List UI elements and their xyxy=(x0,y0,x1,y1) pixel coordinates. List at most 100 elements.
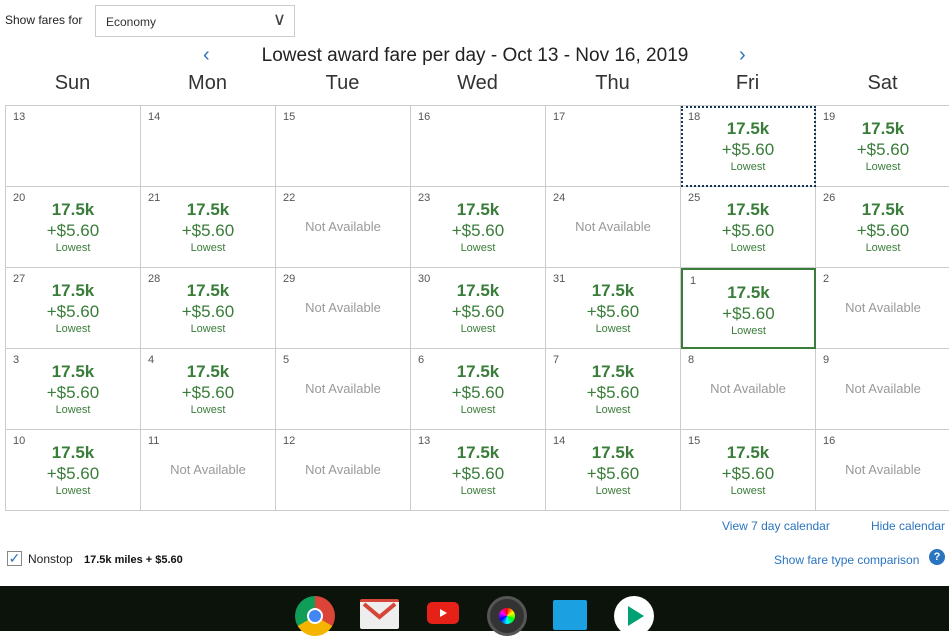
calendar-day-cell: 5 Not Available xyxy=(276,349,411,430)
calendar-day-cell[interactable]: 30 17.5k +$5.60 Lowest xyxy=(411,268,546,349)
day-number: 22 xyxy=(283,192,296,204)
calendar-day-cell: 14 xyxy=(141,106,276,187)
not-available-label: Not Available xyxy=(845,462,921,477)
day-number: 4 xyxy=(148,354,155,366)
day-number: 9 xyxy=(823,354,830,366)
calendar-day-cell[interactable]: 6 17.5k +$5.60 Lowest xyxy=(411,349,546,430)
day-of-week-wed: Wed xyxy=(457,72,498,94)
calendar-day-cell[interactable]: 20 17.5k +$5.60 Lowest xyxy=(6,187,141,268)
not-available-label: Not Available xyxy=(845,300,921,315)
fare-note: Lowest xyxy=(865,161,901,173)
hide-calendar-link[interactable]: Hide calendar xyxy=(871,519,946,533)
day-number: 26 xyxy=(823,192,836,204)
day-number: 24 xyxy=(553,192,566,204)
fare-note: Lowest xyxy=(190,323,226,335)
day-of-week-thu: Thu xyxy=(595,72,630,94)
view-7-day-link[interactable]: View 7 day calendar xyxy=(722,519,830,533)
fare-tax: +$5.60 xyxy=(46,383,100,402)
fare-comparison-link[interactable]: Show fare type comparison xyxy=(774,553,920,567)
camera-icon[interactable] xyxy=(487,596,527,636)
fare-tax: +$5.60 xyxy=(721,464,775,483)
fare-tax: +$5.60 xyxy=(856,140,910,159)
day-number: 27 xyxy=(13,273,26,285)
calendar-day-cell[interactable]: 28 17.5k +$5.60 Lowest xyxy=(141,268,276,349)
fare-miles: 17.5k xyxy=(456,362,500,381)
calendar-day-cell: 11 Not Available xyxy=(141,430,276,511)
calendar-day-cell[interactable]: 18 17.5k +$5.60 Lowest xyxy=(681,106,816,187)
fare-miles: 17.5k xyxy=(186,200,230,219)
day-number: 5 xyxy=(283,354,290,366)
fare-miles: 17.5k xyxy=(51,362,95,381)
play-store-icon[interactable] xyxy=(614,596,654,636)
calendar-day-cell[interactable]: 1 17.5k +$5.60 Lowest xyxy=(681,268,816,349)
day-number: 31 xyxy=(553,273,566,285)
fare-tax: +$5.60 xyxy=(181,302,235,321)
calendar-day-cell[interactable]: 25 17.5k +$5.60 Lowest xyxy=(681,187,816,268)
day-number: 18 xyxy=(688,111,701,123)
calendar-day-cell: 29 Not Available xyxy=(276,268,411,349)
fare-miles: 17.5k xyxy=(591,443,635,462)
fare-miles: 17.5k xyxy=(726,119,770,138)
calendar-day-cell[interactable]: 10 17.5k +$5.60 Lowest xyxy=(6,430,141,511)
calendar-day-cell: 9 Not Available xyxy=(816,349,949,430)
not-available-label: Not Available xyxy=(575,219,651,234)
calendar-day-cell[interactable]: 3 17.5k +$5.60 Lowest xyxy=(6,349,141,430)
calendar-day-cell[interactable]: 26 17.5k +$5.60 Lowest xyxy=(816,187,949,268)
day-number: 28 xyxy=(148,273,161,285)
calendar-day-cell[interactable]: 19 17.5k +$5.60 Lowest xyxy=(816,106,949,187)
cabin-select[interactable]: Economy ∨ xyxy=(95,5,295,37)
nonstop-summary: 17.5k miles + $5.60 xyxy=(84,554,183,566)
fare-miles: 17.5k xyxy=(456,443,500,462)
calendar-day-cell[interactable]: 27 17.5k +$5.60 Lowest xyxy=(6,268,141,349)
fare-miles: 17.5k xyxy=(51,200,95,219)
fare-tax: +$5.60 xyxy=(451,302,505,321)
fare-note: Lowest xyxy=(865,242,901,254)
fare-note: Lowest xyxy=(460,404,496,416)
calendar-day-cell[interactable]: 14 17.5k +$5.60 Lowest xyxy=(546,430,681,511)
day-number: 29 xyxy=(283,273,296,285)
day-of-week-tue: Tue xyxy=(325,72,360,94)
fare-tax: +$5.60 xyxy=(586,302,640,321)
youtube-icon[interactable] xyxy=(427,602,459,624)
not-available-label: Not Available xyxy=(305,219,381,234)
calendar-day-cell: 17 xyxy=(546,106,681,187)
files-icon[interactable] xyxy=(553,600,587,630)
day-number: 11 xyxy=(148,435,160,447)
calendar-day-cell[interactable]: 21 17.5k +$5.60 Lowest xyxy=(141,187,276,268)
not-available-label: Not Available xyxy=(710,381,786,396)
calendar-day-cell[interactable]: 15 17.5k +$5.60 Lowest xyxy=(681,430,816,511)
fare-miles: 17.5k xyxy=(51,443,95,462)
calendar-day-cell[interactable]: 4 17.5k +$5.60 Lowest xyxy=(141,349,276,430)
calendar-day-cell[interactable]: 31 17.5k +$5.60 Lowest xyxy=(546,268,681,349)
fare-tax: +$5.60 xyxy=(181,221,235,240)
calendar-day-cell: 2 Not Available xyxy=(816,268,949,349)
fare-miles: 17.5k xyxy=(456,200,500,219)
chevron-down-icon: ∨ xyxy=(272,9,286,29)
nonstop-checkbox[interactable]: ✓ xyxy=(7,550,22,566)
day-number: 14 xyxy=(553,435,566,447)
calendar-day-cell[interactable]: 7 17.5k +$5.60 Lowest xyxy=(546,349,681,430)
day-number: 8 xyxy=(688,354,695,366)
fare-note: Lowest xyxy=(595,404,631,416)
day-number: 23 xyxy=(418,192,431,204)
fare-tax: +$5.60 xyxy=(721,221,775,240)
chrome-icon[interactable] xyxy=(295,596,335,636)
calendar-day-cell[interactable]: 13 17.5k +$5.60 Lowest xyxy=(411,430,546,511)
fare-note: Lowest xyxy=(595,485,631,497)
calendar-day-cell[interactable]: 23 17.5k +$5.60 Lowest xyxy=(411,187,546,268)
help-icon[interactable]: ? xyxy=(929,549,945,565)
fare-miles: 17.5k xyxy=(727,283,770,302)
prev-month-icon[interactable]: ‹ xyxy=(203,44,210,66)
day-number: 13 xyxy=(13,111,26,123)
calendar-day-cell: 16 Not Available xyxy=(816,430,949,511)
fare-note: Lowest xyxy=(460,323,496,335)
calendar-day-cell: 15 xyxy=(276,106,411,187)
day-number: 21 xyxy=(148,192,161,204)
calendar-day-cell: 8 Not Available xyxy=(681,349,816,430)
day-number: 19 xyxy=(823,111,836,123)
day-number: 16 xyxy=(418,111,431,123)
next-month-icon[interactable]: › xyxy=(739,44,746,66)
gmail-icon[interactable] xyxy=(360,599,399,629)
not-available-label: Not Available xyxy=(305,381,381,396)
day-number: 13 xyxy=(418,435,431,447)
